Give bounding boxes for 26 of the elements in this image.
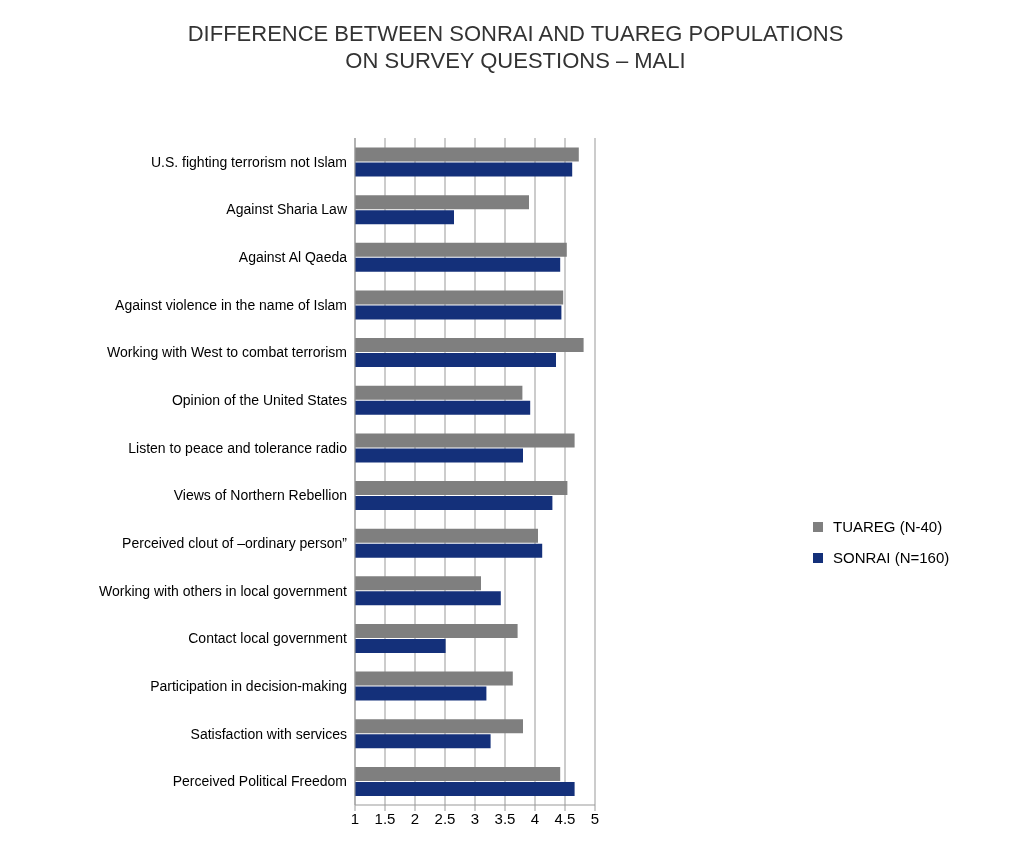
x-tick-label: 5	[590, 809, 600, 827]
y-tick-label: Perceived Political Freedom	[172, 773, 347, 790]
y-tick-label: Perceived clout of –ordinary person”	[122, 534, 348, 551]
chart-title: DIFFERENCE BETWEEN SONRAI AND TUAREG POPULATIONS ON SURVEY QUESTIONS – MALI	[186, 20, 845, 75]
y-tick-label: Listen to peace and tolerance radio	[128, 439, 348, 456]
y-tick-label: Opinion of the United States	[171, 392, 347, 409]
x-tick-label: 2.5	[434, 809, 456, 827]
x-tick-label: 1.5	[374, 809, 396, 827]
y-tick-label: Working with others in local government	[99, 582, 348, 599]
x-tick-label: 2	[410, 809, 420, 827]
y-tick-label: Contact local government	[188, 630, 348, 647]
y-tick-label: Against Sharia Law	[226, 201, 348, 218]
x-tick-label: 4	[530, 809, 540, 827]
y-tick-label: Working with West to combat terrorism	[107, 344, 347, 361]
y-tick-label: Satisfaction with services	[190, 725, 347, 742]
y-tick-label: Views of Northern Rebellion	[173, 487, 347, 504]
x-tick-label: 3	[470, 809, 480, 827]
legend-label: SONRAI (N=160)	[833, 549, 950, 566]
y-tick-label: U.S. fighting terrorism not Islam	[150, 153, 347, 170]
y-tick-label: Against violence in the name of Islam	[115, 296, 347, 313]
y-tick-label: Against Al Qaeda	[238, 249, 348, 266]
x-tick-label: 1	[350, 809, 360, 827]
x-tick-label: 4.5	[554, 809, 576, 827]
x-tick-label: 3.5	[494, 809, 516, 827]
legend-label: TUAREG (N-40)	[833, 518, 943, 535]
y-tick-label: Participation in decision-making	[150, 677, 347, 694]
